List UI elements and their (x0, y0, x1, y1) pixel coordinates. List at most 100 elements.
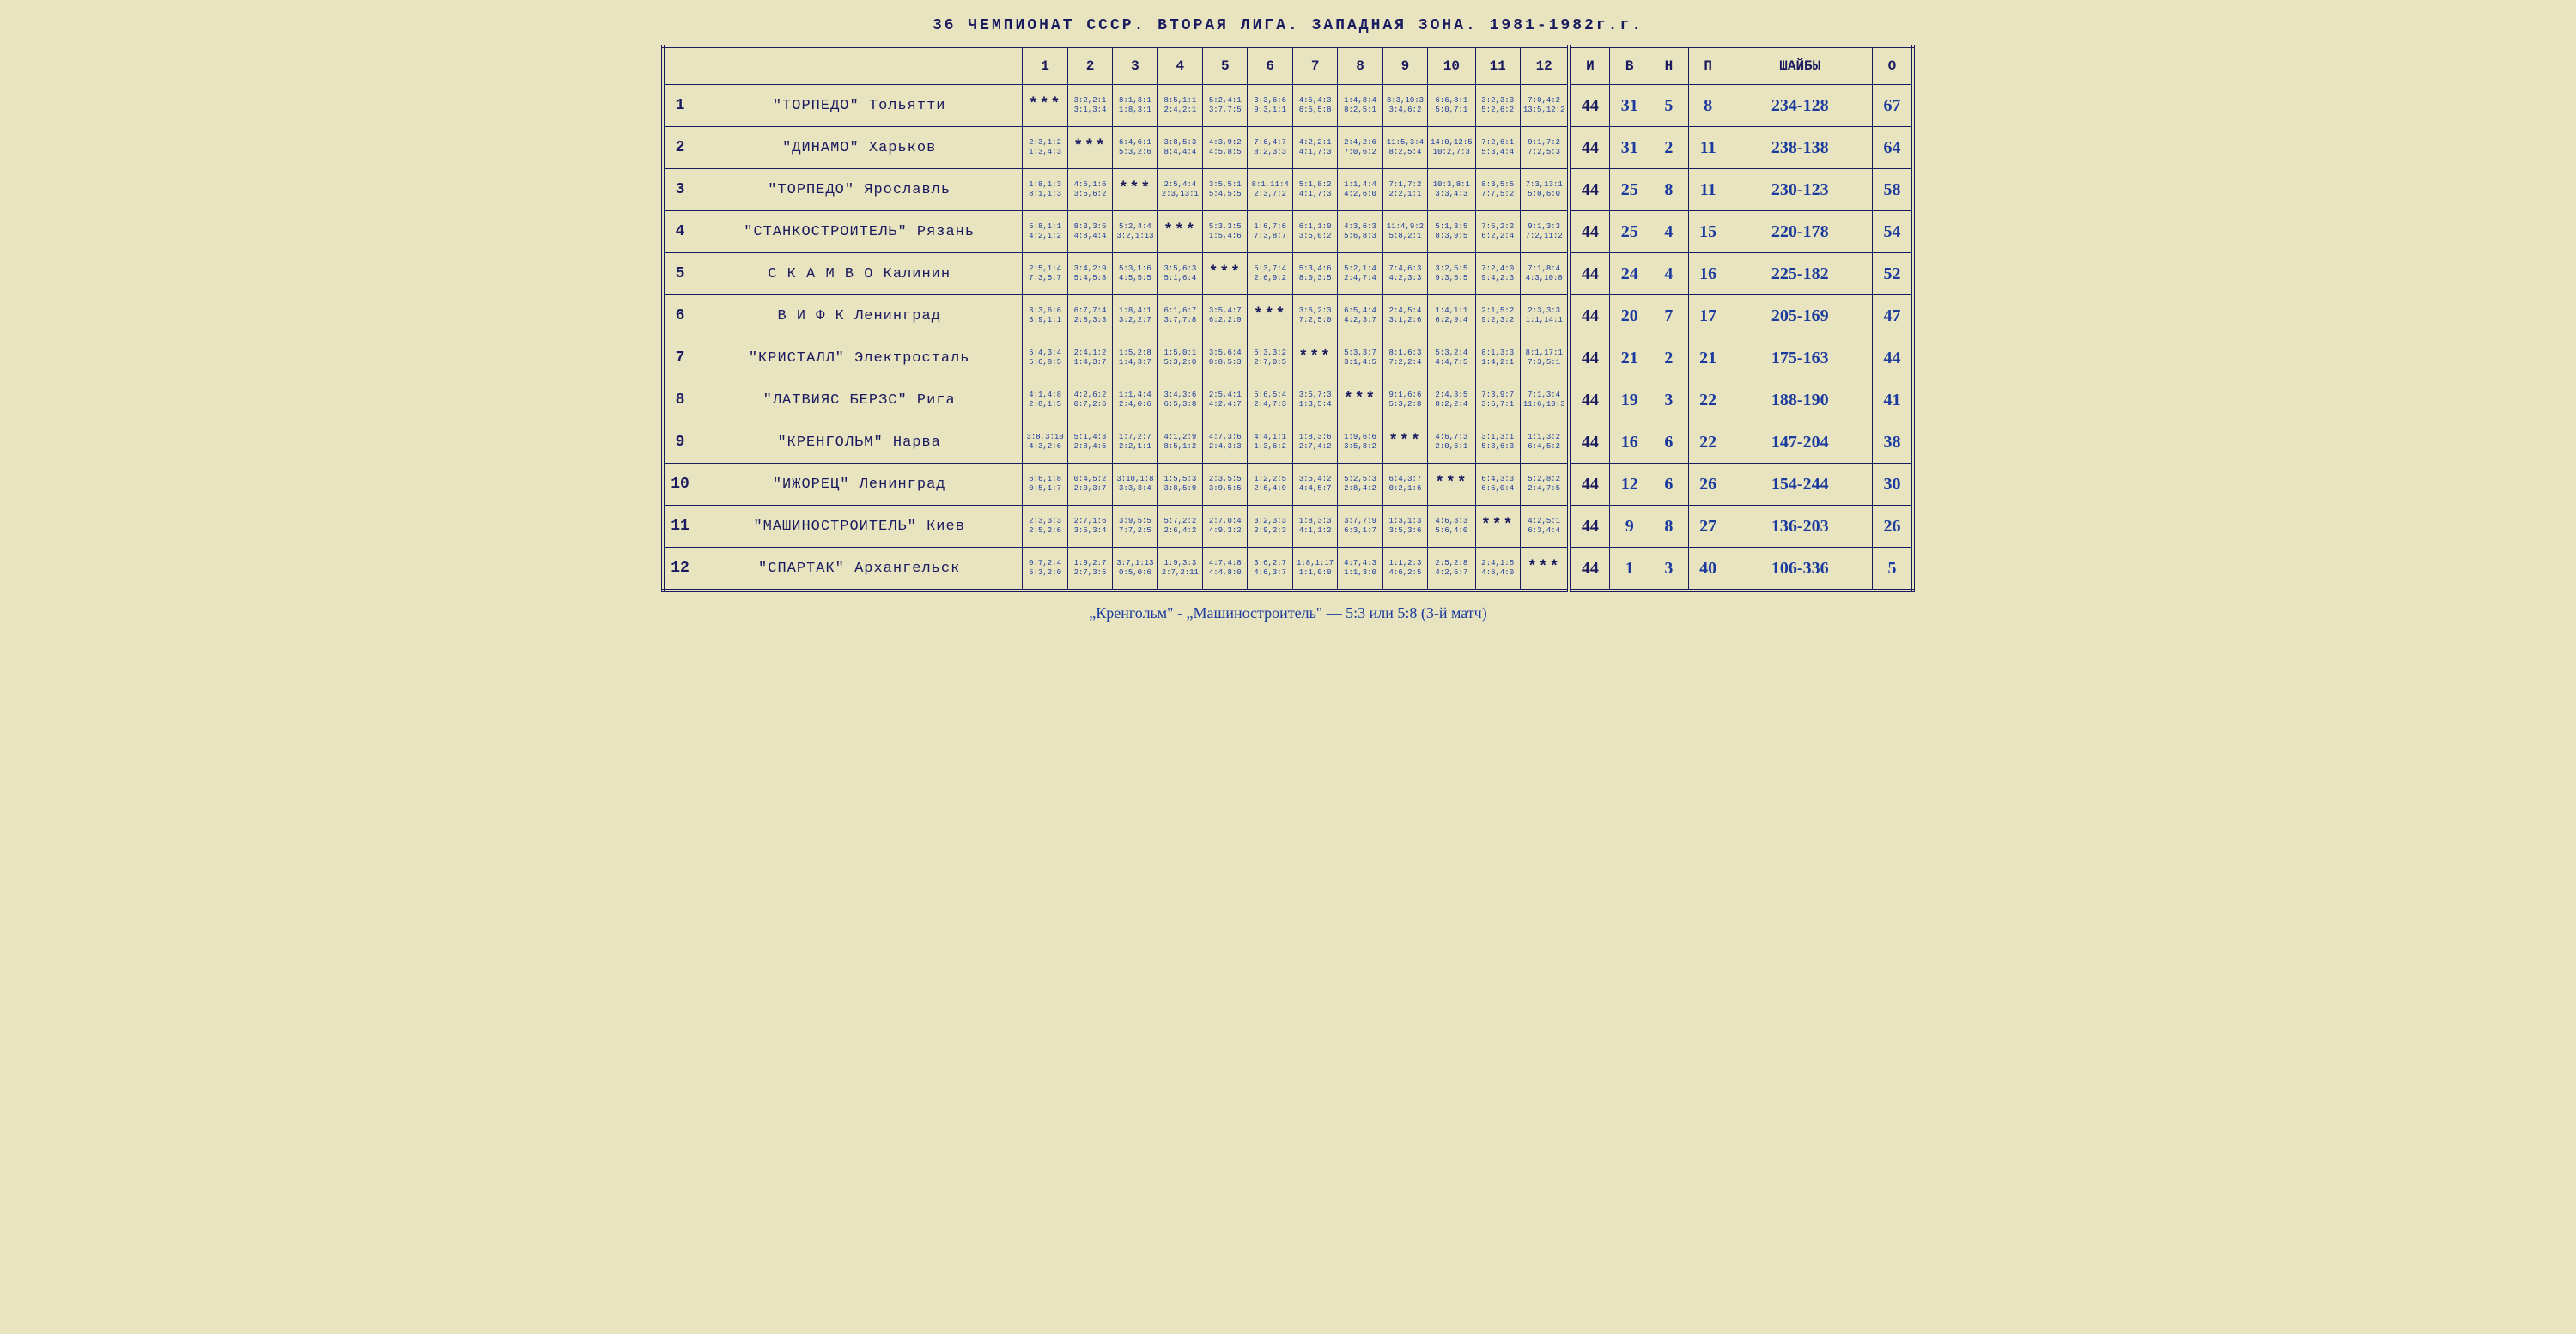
vs-cell: 1:5,2:81:4,3:7 (1113, 337, 1157, 379)
rank-cell: 12 (663, 548, 696, 591)
col-losses: П (1688, 46, 1728, 85)
vs-cell: 8:1,3:31:4,2:1 (1475, 337, 1520, 379)
table-row: 6В И Ф К Ленинград3:3,6:63:9,1:16:7,7:42… (663, 295, 1913, 337)
vs-cell: 1:9,2:72:7,3:5 (1067, 548, 1112, 591)
wins-cell: 19 (1610, 379, 1649, 421)
draws-cell: 2 (1649, 127, 1689, 169)
vs-cell: 3:8,5:38:4,4:4 (1157, 127, 1202, 169)
vs-cell: 4:2,5:16:3,4:4 (1520, 506, 1569, 548)
rank-cell: 6 (663, 295, 696, 337)
vs-cell: 1:5,5:33:8,5:9 (1157, 464, 1202, 506)
draws-cell: 4 (1649, 253, 1689, 295)
col-vs-8: 8 (1338, 46, 1382, 85)
vs-cell: 3:6,2:37:2,5:0 (1292, 295, 1337, 337)
vs-cell: 3:5,4:24:4,5:7 (1292, 464, 1337, 506)
games-cell: 44 (1569, 169, 1609, 211)
team-cell: "ДИНАМО" Харьков (696, 127, 1022, 169)
col-team (696, 46, 1022, 85)
vs-cell: 9:1,6:65:3,2:8 (1382, 379, 1427, 421)
vs-cell: 8:3,5:57:7,5:2 (1475, 169, 1520, 211)
vs-cell: 4:7,4:31:1,3:0 (1338, 548, 1382, 591)
col-games: И (1569, 46, 1609, 85)
games-cell: 44 (1569, 127, 1609, 169)
vs-cell: 1:8,1:171:1,0:0 (1292, 548, 1337, 591)
vs-cell: 7:0,4:213:5,12:2 (1520, 85, 1569, 127)
vs-cell: 5:3,7:42:6,9:2 (1248, 253, 1292, 295)
team-cell: "ТОРПЕДО" Ярославль (696, 169, 1022, 211)
vs-cell: 0:4,5:22:0,3:7 (1067, 464, 1112, 506)
draws-cell: 6 (1649, 421, 1689, 464)
vs-cell: 8:1,11:42:3,7:2 (1248, 169, 1292, 211)
vs-cell: 4:7,3:62:4,3:3 (1203, 421, 1248, 464)
vs-cell: 4:2,2:14:1,7:3 (1292, 127, 1337, 169)
team-cell: "МАШИНОСТРОИТЕЛЬ" Киев (696, 506, 1022, 548)
vs-cell: 8:3,10:33:4,6:2 (1382, 85, 1427, 127)
vs-cell: 1:8,4:13:2,2:7 (1113, 295, 1157, 337)
vs-cell: 1:8,3:34:1,1:2 (1292, 506, 1337, 548)
wins-cell: 16 (1610, 421, 1649, 464)
table-row: 5С К А М В О Калинин2:5,1:47:3,5:73:4,2:… (663, 253, 1913, 295)
table-row: 8"ЛАТВИЯС БЕРЗС" Рига4:1,4:82:8,1:54:2,6… (663, 379, 1913, 421)
vs-cell: 1:8,1:38:1,1:3 (1023, 169, 1067, 211)
vs-cell: 5:3,1:64:5,5:5 (1113, 253, 1157, 295)
vs-cell: 6:4,6:15:3,2:6 (1113, 127, 1157, 169)
vs-cell: 3:2,3:32:9,2:3 (1248, 506, 1292, 548)
draws-cell: 4 (1649, 211, 1689, 253)
losses-cell: 11 (1688, 169, 1728, 211)
team-cell: "КРИСТАЛЛ" Электросталь (696, 337, 1022, 379)
vs-cell: 3:5,5:15:4,5:5 (1203, 169, 1248, 211)
vs-cell: *** (1067, 127, 1112, 169)
vs-cell: 6:3,3:22:7,0:5 (1248, 337, 1292, 379)
goals-cell: 220-178 (1728, 211, 1872, 253)
vs-cell: 3:8,3:104:3,2:6 (1023, 421, 1067, 464)
vs-cell: 4:1,2:98:5,1:2 (1157, 421, 1202, 464)
vs-cell: 7:6,4:78:2,3:3 (1248, 127, 1292, 169)
losses-cell: 26 (1688, 464, 1728, 506)
page-title: 36 ЧЕМПИОНАТ СССР. ВТОРАЯ ЛИГА. ЗАПАДНАЯ… (661, 17, 1915, 34)
draws-cell: 8 (1649, 506, 1689, 548)
vs-cell: *** (1113, 169, 1157, 211)
wins-cell: 31 (1610, 85, 1649, 127)
col-vs-10: 10 (1428, 46, 1475, 85)
vs-cell: 5:6,5:42:4,7:3 (1248, 379, 1292, 421)
points-cell: 26 (1872, 506, 1913, 548)
team-cell: С К А М В О Калинин (696, 253, 1022, 295)
vs-cell: 3:6,2:74:6,3:7 (1248, 548, 1292, 591)
vs-cell: 1:9,6:63:5,8:2 (1338, 421, 1382, 464)
points-cell: 41 (1872, 379, 1913, 421)
vs-cell: *** (1338, 379, 1382, 421)
col-wins: В (1610, 46, 1649, 85)
vs-cell: 2:7,0:44:9,3:2 (1203, 506, 1248, 548)
goals-cell: 238-138 (1728, 127, 1872, 169)
vs-cell: 7:1,8:44:3,10:8 (1520, 253, 1569, 295)
vs-cell: 2:4,3:58:2,2:4 (1428, 379, 1475, 421)
vs-cell: 14:0,12:510:2,7:3 (1428, 127, 1475, 169)
vs-cell: 5:7,2:22:6,4:2 (1157, 506, 1202, 548)
vs-cell: 10:3,8:13:3,4:3 (1428, 169, 1475, 211)
vs-cell: 2:3,3:31:1,14:1 (1520, 295, 1569, 337)
header-row: 1 2 3 4 5 6 7 8 9 10 11 12 И В Н П ШАЙБЫ… (663, 46, 1913, 85)
vs-cell: 1:8,3:62:7,4:2 (1292, 421, 1337, 464)
table-row: 9"КРЕНГОЛЬМ" Нарва3:8,3:104:3,2:65:1,4:3… (663, 421, 1913, 464)
points-cell: 52 (1872, 253, 1913, 295)
points-cell: 5 (1872, 548, 1913, 591)
games-cell: 44 (1569, 548, 1609, 591)
col-draws: Н (1649, 46, 1689, 85)
losses-cell: 22 (1688, 421, 1728, 464)
rank-cell: 11 (663, 506, 696, 548)
table-row: 7"КРИСТАЛЛ" Электросталь5:4,3:45:6,8:52:… (663, 337, 1913, 379)
vs-cell: 3:2,2:13:1,3:4 (1067, 85, 1112, 127)
vs-cell: 8:1,6:37:2,2:4 (1382, 337, 1427, 379)
vs-cell: 8:5,1:12:4,2:1 (1157, 85, 1202, 127)
points-cell: 67 (1872, 85, 1913, 127)
points-cell: 44 (1872, 337, 1913, 379)
vs-cell: 2:3,1:21:3,4:3 (1023, 127, 1067, 169)
col-vs-7: 7 (1292, 46, 1337, 85)
points-cell: 38 (1872, 421, 1913, 464)
games-cell: 44 (1569, 295, 1609, 337)
col-vs-6: 6 (1248, 46, 1292, 85)
col-rank (663, 46, 696, 85)
vs-cell: *** (1248, 295, 1292, 337)
vs-cell: 2:4,2:67:0,6:2 (1338, 127, 1382, 169)
vs-cell: 3:3,6:63:9,1:1 (1023, 295, 1067, 337)
